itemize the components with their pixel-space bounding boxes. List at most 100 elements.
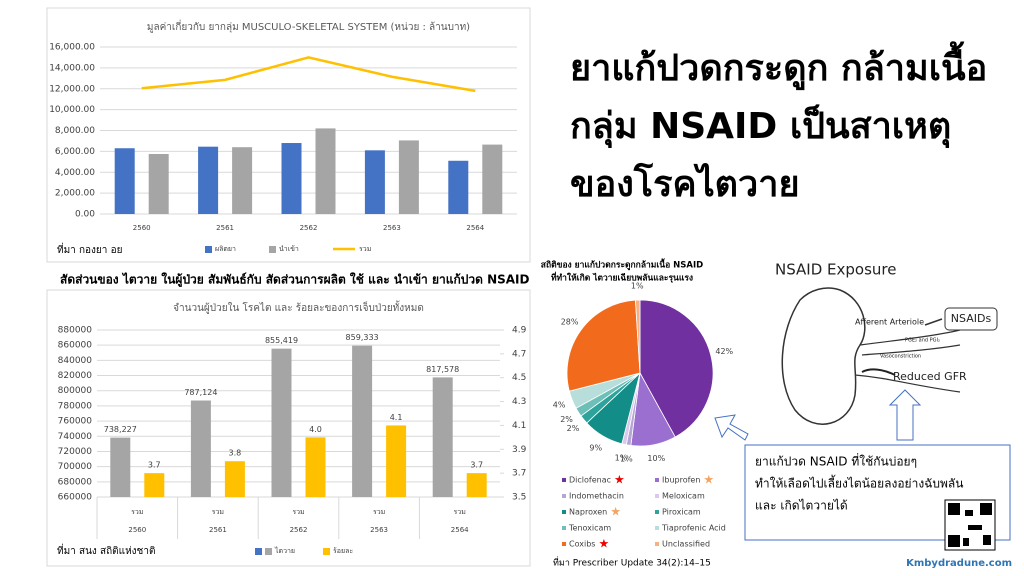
x-sublabel: รวม xyxy=(212,508,224,516)
legend-label: Unclassified xyxy=(662,540,710,549)
x-sublabel: รวม xyxy=(131,508,143,516)
arrow xyxy=(888,389,922,441)
data-label: 28% xyxy=(561,317,579,326)
qr-code xyxy=(944,499,996,551)
x-tick-label: 2564 xyxy=(451,526,469,534)
bar xyxy=(190,400,211,497)
y-tick-label: 780000 xyxy=(58,401,93,411)
legend-star: ★ xyxy=(610,505,621,519)
legend-label: Coxibs xyxy=(569,540,595,549)
data-label: 3.7 xyxy=(148,461,161,470)
y2-tick-label: 4.3 xyxy=(512,397,526,407)
y-tick-label: 680000 xyxy=(58,477,93,487)
bar xyxy=(148,153,169,214)
data-label: 4% xyxy=(553,401,566,410)
y-tick-label: 880000 xyxy=(58,326,93,336)
y2-tick-label: 3.9 xyxy=(512,445,527,455)
legend-label: Naproxen xyxy=(569,508,607,517)
legend-label: Tenoxicam xyxy=(568,524,611,533)
legend-swatch xyxy=(269,246,276,253)
legend-label: นำเข้า xyxy=(279,245,299,253)
legend-label: ไตวาย xyxy=(274,546,295,555)
kidney xyxy=(781,287,866,425)
chart-title: จำนวนผู้ป่วยใน โรคไต และ ร้อยละของการเจ็… xyxy=(173,300,424,314)
chart-title: สถิติของ ยาแก้ปวดกระดูกกล้ามเนื้อ NSAID xyxy=(541,258,703,271)
bar xyxy=(305,437,326,497)
callout: และ เกิดไตวายได้ xyxy=(755,499,848,513)
callout: ยาแก้ปวด NSAID ที่ใช้กันบ่อยๆ xyxy=(755,453,917,469)
legend-label: Meloxicam xyxy=(662,492,705,501)
pie-slice xyxy=(566,299,641,392)
y-tick-label: 760000 xyxy=(58,417,93,427)
callout: ทำให้เลือดไปเลี้ยงไตน้อยลงอย่างฉับพลัน xyxy=(755,475,963,491)
pie-slice xyxy=(639,299,714,438)
x-tick-label: 2561 xyxy=(216,224,234,232)
diagram-title: NSAID Exposure xyxy=(775,261,896,279)
bar xyxy=(315,128,336,214)
data-label: 4.1 xyxy=(390,413,403,422)
y-tick-label: 700000 xyxy=(58,462,93,472)
data-label: 10% xyxy=(647,454,665,463)
bar xyxy=(386,425,407,497)
data-label: 2% xyxy=(560,415,573,424)
x-tick-label: 2563 xyxy=(383,224,401,232)
bar xyxy=(398,140,419,214)
arrow xyxy=(714,414,749,441)
footer: Kmbydradune.com xyxy=(906,558,1012,569)
legend-swatch xyxy=(562,510,566,514)
y-tick-label: 8,000.00 xyxy=(55,126,95,136)
x-tick-label: 2561 xyxy=(209,526,227,534)
y2-tick-label: 4.1 xyxy=(512,421,526,431)
data-label: 9% xyxy=(589,443,602,452)
legend-star: ★ xyxy=(614,473,625,487)
diagram-label: NSAIDs xyxy=(951,312,992,325)
y2-tick-label: 3.5 xyxy=(512,493,526,503)
legend-swatch xyxy=(655,478,659,482)
data-label: 1% xyxy=(631,282,644,291)
x-tick-label: 2564 xyxy=(466,224,484,232)
x-tick-label: 2562 xyxy=(290,526,308,534)
data-label: 3.8 xyxy=(229,449,242,458)
bar xyxy=(432,377,453,497)
y-tick-label: 860000 xyxy=(58,341,93,351)
bar xyxy=(224,461,245,497)
legend-label: Diclofenac xyxy=(569,476,611,485)
legend-star: ★ xyxy=(598,537,609,551)
y-tick-label: 4,000.00 xyxy=(55,168,95,178)
data-label: 817,578 xyxy=(426,365,459,374)
legend-swatch xyxy=(255,548,262,555)
arrow xyxy=(861,368,896,376)
bar xyxy=(352,345,373,497)
data-label: 1% xyxy=(620,454,633,463)
y-tick-label: 740000 xyxy=(58,432,93,442)
legend-swatch xyxy=(265,548,272,555)
bar xyxy=(232,147,253,214)
legend-swatch xyxy=(655,494,659,498)
source: ที่มา สนง สถิติแห่งชาติ xyxy=(57,543,155,557)
y2-tick-label: 3.7 xyxy=(512,469,526,479)
bar xyxy=(144,473,165,497)
y-tick-label: 6,000.00 xyxy=(55,147,95,157)
legend-swatch xyxy=(323,548,330,555)
data-label: 787,124 xyxy=(184,388,217,397)
data-label: 1% xyxy=(615,453,628,462)
x-sublabel: รวม xyxy=(292,508,304,516)
legend-label: รวม xyxy=(359,245,371,253)
x-tick-label: 2560 xyxy=(133,224,151,232)
y-tick-label: 2,000.00 xyxy=(55,189,95,199)
headline: ยาแก้ปวดกระดูก กล้ามเนื้อ xyxy=(570,41,987,91)
legend-label: ร้อยละ xyxy=(333,547,353,555)
x-tick-label: 2562 xyxy=(300,224,318,232)
legend-swatch xyxy=(562,542,566,546)
headline: ของโรคไตวาย xyxy=(570,162,800,205)
legend-swatch xyxy=(562,526,566,530)
y-tick-label: 660000 xyxy=(58,493,93,503)
x-tick-label: 2563 xyxy=(370,526,388,534)
legend-swatch xyxy=(562,478,566,482)
bar xyxy=(448,160,469,214)
y2-tick-label: 4.9 xyxy=(512,326,527,336)
y-tick-label: 840000 xyxy=(58,356,93,366)
legend-swatch xyxy=(655,510,659,514)
x-sublabel: รวม xyxy=(454,508,466,516)
